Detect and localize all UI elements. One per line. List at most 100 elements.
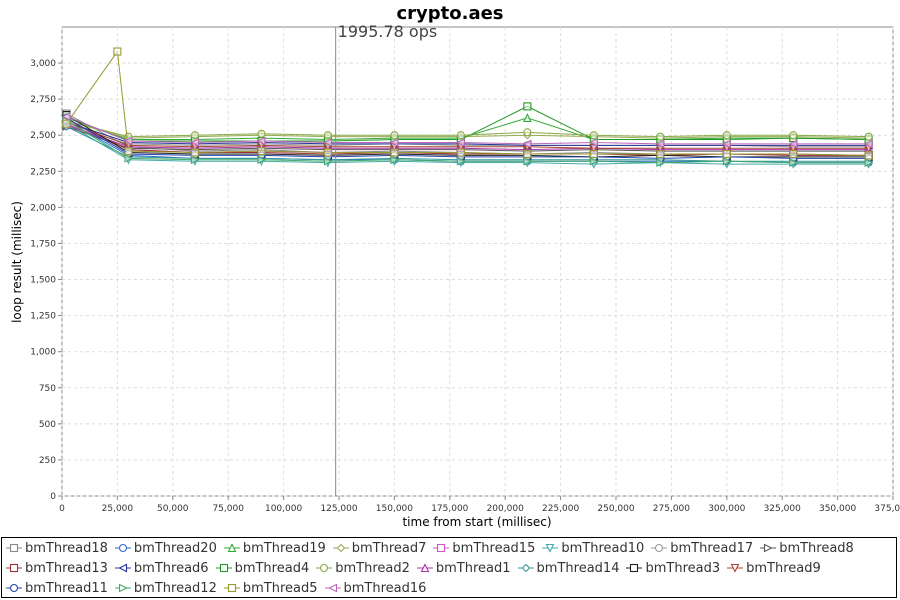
data-point	[722, 149, 731, 159]
legend-label: bmThread16	[343, 580, 427, 596]
y-tick-label: 750	[39, 384, 56, 394]
data-point	[124, 147, 133, 156]
legend-marker-icon	[223, 543, 240, 553]
grid-lines	[61, 27, 894, 497]
legend-item: bmThread9	[727, 561, 821, 576]
series-bmThread12	[62, 116, 874, 168]
series-line	[66, 50, 869, 156]
legend-marker-icon	[517, 563, 534, 573]
data-point	[589, 156, 599, 166]
legend-marker-icon	[542, 543, 559, 553]
data-point	[522, 113, 532, 122]
data-point	[722, 139, 731, 149]
legend-marker-icon	[6, 563, 22, 573]
legend-marker-icon	[223, 583, 240, 593]
data-point	[61, 112, 71, 121]
data-point	[390, 148, 399, 157]
data-point	[523, 102, 532, 111]
legend-label: bmThread4	[234, 560, 310, 576]
y-tick-label: 1,500	[30, 276, 56, 286]
data-point	[323, 156, 333, 166]
legend-item: bmThread3	[626, 561, 720, 576]
x-tick-label: 250,000	[597, 504, 634, 514]
data-point	[523, 149, 532, 159]
data-point	[257, 147, 266, 156]
x-tick-label: 325,000	[764, 504, 801, 514]
legend-label: bmThread8	[779, 540, 854, 556]
y-axis: 0 250 500 750 1,000 1,250 1,500 1,750 2,000 2,250…	[30, 59, 62, 502]
legend-label: bmThread12	[133, 580, 217, 596]
y-tick-label: 1,000	[30, 348, 56, 358]
data-point	[257, 129, 266, 138]
x-tick-label: 25,000	[102, 504, 134, 514]
data-point	[62, 119, 71, 128]
x-tick-label: 125,000	[320, 504, 357, 514]
x-tick-label: 300,000	[708, 504, 745, 514]
x-tick-label: 375,000	[874, 504, 900, 514]
data-point	[456, 148, 465, 157]
data-point	[864, 132, 873, 141]
legend-label: bmThread19	[242, 540, 326, 556]
data-point	[190, 131, 200, 140]
data-point	[323, 148, 332, 157]
legend-item: bmThread20	[114, 540, 217, 556]
x-tick-label: 350,000	[819, 504, 856, 514]
data-point	[722, 131, 731, 140]
data-point	[589, 149, 598, 159]
y-tick-label: 1,250	[30, 312, 56, 322]
legend-label: bmThread7	[351, 540, 427, 556]
legend-row: bmThread11 bmThread12 bmThread5 bmThread16	[6, 578, 433, 598]
legend-label: bmThread20	[133, 540, 217, 556]
legend-marker-icon	[6, 583, 22, 593]
legend-label: bmThread14	[536, 560, 620, 576]
data-point	[523, 156, 533, 166]
legend-item: bmThread17	[651, 541, 753, 556]
legend-item: bmThread6	[114, 560, 209, 576]
series-layer	[61, 47, 874, 169]
data-point	[522, 139, 532, 149]
data-point	[124, 153, 134, 163]
legend-item: bmThread7	[332, 540, 427, 556]
legend-label: bmThread9	[746, 560, 821, 576]
data-point	[113, 47, 122, 56]
x-tick-label: 175,000	[431, 504, 468, 514]
data-point	[190, 155, 200, 165]
data-point	[722, 156, 732, 166]
y-tick-label: 250	[39, 456, 56, 466]
legend-marker-icon	[626, 563, 643, 573]
data-point	[789, 131, 798, 140]
data-point	[389, 138, 399, 147]
legend-label: bmThread5	[242, 580, 318, 596]
legend-label: bmThread13	[25, 560, 108, 576]
data-point	[190, 138, 200, 147]
legend-label: bmThread1	[435, 560, 511, 576]
legend-item: bmThread19	[223, 540, 326, 556]
y-tick-label: 500	[39, 420, 56, 430]
data-point	[390, 155, 400, 165]
chart-svg: crypto.aes 0 25,000 50,000 75,000 100,000 125…	[10, 3, 900, 529]
legend-marker-icon	[114, 583, 131, 593]
legend-item: bmThread13	[6, 561, 108, 576]
y-tick-label: 2,500	[30, 131, 56, 141]
y-tick-label: 2,250	[30, 167, 56, 177]
legend-label: bmThread15	[452, 540, 536, 556]
data-point	[864, 151, 873, 160]
data-point	[655, 139, 665, 149]
y-tick-label: 2,750	[30, 95, 56, 105]
series-bmThread16	[61, 112, 873, 149]
legend-row: bmThread13 bmThread6 bmThread4 bmThread2 bmT…	[6, 558, 828, 578]
legend-marker-icon	[114, 543, 131, 553]
legend-label: bmThread10	[561, 540, 645, 556]
data-point	[789, 158, 799, 168]
legend-marker-icon	[215, 563, 232, 573]
annotation-label: 1995.78 ops	[338, 22, 438, 41]
legend-item: bmThread4	[215, 560, 310, 576]
legend-item: bmThread12	[114, 580, 217, 596]
legend-item: bmThread1	[416, 560, 511, 576]
y-tick-label: 2,000	[30, 203, 56, 213]
legend-label: bmThread6	[133, 560, 209, 576]
legend-marker-icon	[760, 543, 777, 553]
data-point	[656, 132, 665, 141]
legend-item: bmThread14	[517, 560, 620, 576]
y-tick-label: 1,750	[30, 239, 56, 249]
